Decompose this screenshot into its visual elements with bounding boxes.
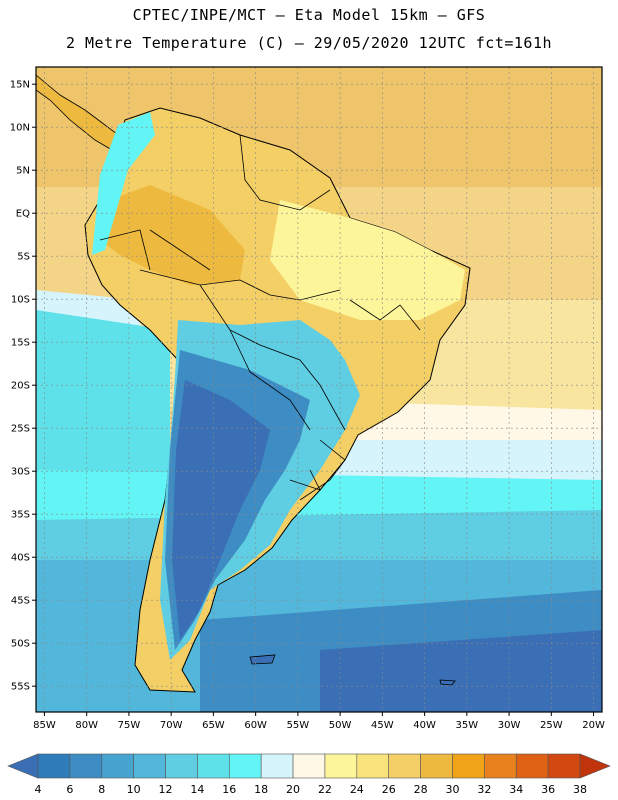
colorbar-cell xyxy=(452,753,485,779)
map-frame xyxy=(35,66,603,713)
lat-tick-label: 15S xyxy=(11,338,30,349)
colorbar-cell xyxy=(165,753,198,779)
lon-tick-label: 85W xyxy=(33,720,56,731)
colorbar-cell xyxy=(69,753,103,779)
colorbar-label: 12 xyxy=(159,783,173,796)
colorbar-label: 8 xyxy=(98,783,105,796)
colorbar-label: 18 xyxy=(254,783,268,796)
lat-tick-label: 50S xyxy=(11,639,30,650)
graticule xyxy=(36,67,602,712)
lon-tick-label: 70W xyxy=(160,720,183,731)
lat-tick-label: 45S xyxy=(11,596,30,607)
lon-tick-label: 40W xyxy=(413,720,436,731)
colorbar-label: 28 xyxy=(414,783,428,796)
colorbar-cell xyxy=(197,753,230,779)
colorbar-label: 4 xyxy=(35,783,42,796)
lat-tick-label: EQ xyxy=(16,209,30,220)
colorbar-cell xyxy=(228,753,262,779)
temperature-colorbar: 4 6 8 10 12 14 16 18 20 22 24 26 28 30 32 34 36 38 xyxy=(7,753,611,796)
northern-hot-core xyxy=(100,185,245,285)
latitude-axis: 15N 10N 5N EQ 5S 10S 15S 20S 25S 30S 35S 40S 45S 50S 5… xyxy=(10,80,36,693)
lon-tick-label: 75W xyxy=(118,720,141,731)
colorbar-arrow-high xyxy=(579,753,611,779)
colorbar-label: 22 xyxy=(318,783,332,796)
temperature-map: 15N 10N 5N EQ 5S 10S 15S 20S 25S 30S 35S 40S 45S 50S 5… xyxy=(10,66,605,731)
colorbar-cell xyxy=(37,753,71,779)
lat-tick-label: 55S xyxy=(11,682,30,693)
lat-tick-label: 10N xyxy=(10,123,30,134)
colorbar-label: 14 xyxy=(190,783,204,796)
lat-tick-label: 10S xyxy=(11,295,30,306)
lon-tick-label: 20W xyxy=(582,720,605,731)
lat-tick-label: 5S xyxy=(17,252,30,263)
country-borders xyxy=(99,134,421,501)
colorbar-cell xyxy=(515,753,549,779)
colorbar-cell xyxy=(260,753,294,779)
falklands-islands xyxy=(249,654,276,665)
lat-tick-label: 35S xyxy=(11,510,30,521)
lat-tick-label: 5N xyxy=(16,166,30,177)
colorbar-cell xyxy=(547,753,581,779)
lon-tick-label: 55W xyxy=(287,720,310,731)
lon-tick-label: 80W xyxy=(75,720,98,731)
andes-north-cold xyxy=(92,112,155,255)
colorbar-cell xyxy=(484,753,517,779)
southern-coldest-zone-2 xyxy=(320,630,602,712)
colorbar-label: 38 xyxy=(573,783,587,796)
lat-tick-label: 20S xyxy=(11,381,30,392)
colorbar-cell xyxy=(292,753,326,779)
lon-tick-label: 65W xyxy=(202,720,225,731)
lat-tick-label: 15N xyxy=(10,80,30,91)
lon-tick-label: 25W xyxy=(540,720,563,731)
lon-tick-label: 50W xyxy=(329,720,352,731)
colorbar-cell xyxy=(420,753,453,779)
colorbar-label: 32 xyxy=(477,783,491,796)
lon-tick-label: 60W xyxy=(244,720,267,731)
colorbar-label: 6 xyxy=(66,783,73,796)
lat-tick-label: 30S xyxy=(11,467,30,478)
colorbar-arrow-low xyxy=(7,753,39,779)
lon-tick-label: 35W xyxy=(456,720,479,731)
colorbar-label: 10 xyxy=(127,783,141,796)
patagonia-coldest xyxy=(172,380,270,640)
south-georgia-island xyxy=(439,679,456,686)
map-subtitle: 2 Metre Temperature (C) – 29/05/2020 12U… xyxy=(65,34,553,52)
lon-tick-label: 45W xyxy=(371,720,394,731)
lat-tick-label: 40S xyxy=(11,553,30,564)
colorbar-label: 30 xyxy=(445,783,459,796)
colorbar-cell xyxy=(133,753,166,779)
lon-tick-label: 30W xyxy=(498,720,521,731)
colorbar-label: 20 xyxy=(286,783,300,796)
colorbar-label: 16 xyxy=(222,783,236,796)
colorbar-label: 26 xyxy=(382,783,396,796)
colorbar-cell xyxy=(324,753,358,779)
colorbar-cell xyxy=(356,753,390,779)
colorbar-cell xyxy=(101,753,134,779)
colorbar-label: 24 xyxy=(350,783,364,796)
colorbar-cell xyxy=(388,753,421,779)
longitude-axis: 85W 80W 75W 70W 65W 60W 55W 50W 45W 40W 35W 30W 25W 2… xyxy=(33,712,605,731)
colorbar-label: 34 xyxy=(509,783,523,796)
brazil-warm-region xyxy=(270,200,465,320)
map-title: CPTEC/INPE/MCT – Eta Model 15km – GFS xyxy=(132,6,486,24)
lat-tick-label: 25S xyxy=(11,424,30,435)
colorbar-label: 36 xyxy=(541,783,555,796)
